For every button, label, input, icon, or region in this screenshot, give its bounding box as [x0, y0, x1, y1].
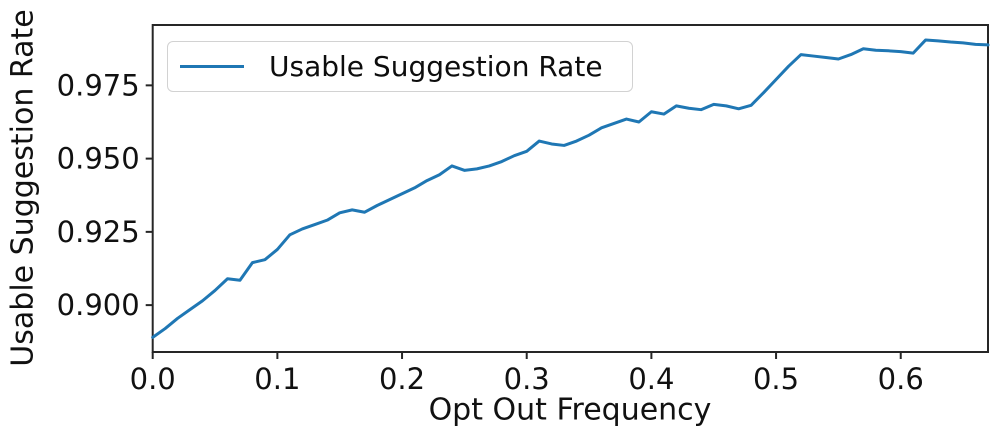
x-tick-label: 0.4	[628, 362, 674, 396]
legend-line-sample	[180, 65, 244, 68]
x-tick-label: 0.3	[504, 362, 550, 396]
x-tick-label: 0.6	[878, 362, 924, 396]
x-tick-label: 0.5	[753, 362, 799, 396]
y-tick-label: 0.900	[57, 288, 140, 322]
x-tick-label: 0.0	[130, 362, 176, 396]
y-tick-label: 0.975	[57, 68, 140, 102]
y-tick-label: 0.950	[57, 142, 140, 176]
x-tick-label: 0.2	[379, 362, 425, 396]
x-axis-label: Opt Out Frequency	[428, 392, 712, 428]
legend-entry-label: Usable Suggestion Rate	[269, 50, 603, 83]
y-tick-label: 0.925	[57, 215, 140, 249]
legend: Usable Suggestion Rate	[167, 41, 633, 92]
plot-border	[151, 24, 989, 353]
data-line	[151, 38, 990, 339]
x-tick-label: 0.1	[254, 362, 300, 396]
y-axis-label: Usable Suggestion Rate	[5, 9, 41, 367]
